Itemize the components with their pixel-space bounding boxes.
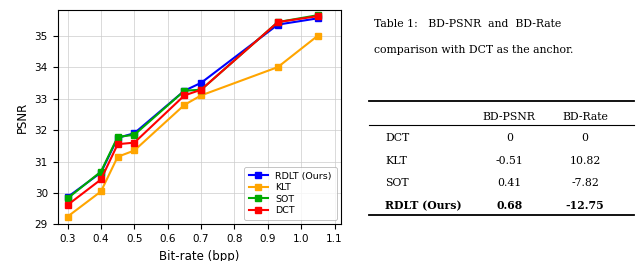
SOT xyxy=(64,197,72,200)
RDLT (Ours) xyxy=(180,89,188,92)
KLT xyxy=(180,103,188,106)
KLT xyxy=(114,155,122,158)
RDLT (Ours) xyxy=(64,195,72,199)
KLT xyxy=(97,190,105,193)
Text: Table 1:   BD-PSNR  and  BD-Rate: Table 1: BD-PSNR and BD-Rate xyxy=(374,19,561,29)
Text: -7.82: -7.82 xyxy=(571,178,599,188)
Y-axis label: PSNR: PSNR xyxy=(16,102,29,133)
DCT xyxy=(180,94,188,97)
DCT xyxy=(274,21,282,24)
Text: SOT: SOT xyxy=(385,178,409,188)
SOT xyxy=(131,133,138,136)
RDLT (Ours) xyxy=(114,136,122,139)
X-axis label: Bit-rate (bpp): Bit-rate (bpp) xyxy=(159,250,239,261)
SOT xyxy=(114,135,122,139)
Text: 0: 0 xyxy=(506,133,513,143)
KLT xyxy=(64,215,72,218)
KLT xyxy=(274,66,282,69)
DCT xyxy=(314,15,322,18)
SOT xyxy=(97,170,105,173)
Text: RDLT (Ours): RDLT (Ours) xyxy=(385,200,461,211)
DCT xyxy=(97,178,105,181)
Text: -0.51: -0.51 xyxy=(495,156,524,166)
Text: BD-Rate: BD-Rate xyxy=(562,112,608,122)
KLT xyxy=(197,94,205,97)
RDLT (Ours) xyxy=(314,17,322,20)
Line: KLT: KLT xyxy=(65,33,321,219)
Line: SOT: SOT xyxy=(65,12,321,201)
Text: BD-PSNR: BD-PSNR xyxy=(483,112,536,122)
Text: 0.41: 0.41 xyxy=(497,178,522,188)
Text: 0: 0 xyxy=(582,133,588,143)
RDLT (Ours) xyxy=(97,171,105,174)
SOT xyxy=(274,21,282,24)
RDLT (Ours) xyxy=(197,81,205,84)
KLT xyxy=(131,149,138,152)
KLT xyxy=(314,34,322,37)
DCT xyxy=(131,141,138,144)
SOT xyxy=(197,88,205,91)
DCT xyxy=(64,203,72,206)
RDLT (Ours) xyxy=(274,23,282,26)
DCT xyxy=(197,88,205,91)
Line: RDLT (Ours): RDLT (Ours) xyxy=(65,16,321,200)
DCT xyxy=(114,143,122,146)
Line: DCT: DCT xyxy=(65,13,321,208)
Text: -12.75: -12.75 xyxy=(566,200,604,211)
SOT xyxy=(180,89,188,92)
Text: 10.82: 10.82 xyxy=(570,156,601,166)
RDLT (Ours) xyxy=(131,132,138,135)
Text: DCT: DCT xyxy=(385,133,410,143)
Text: comparison with DCT as the anchor.: comparison with DCT as the anchor. xyxy=(374,45,573,55)
Text: KLT: KLT xyxy=(385,156,407,166)
SOT xyxy=(314,14,322,17)
Legend: RDLT (Ours), KLT, SOT, DCT: RDLT (Ours), KLT, SOT, DCT xyxy=(244,167,337,220)
Text: 0.68: 0.68 xyxy=(496,200,522,211)
